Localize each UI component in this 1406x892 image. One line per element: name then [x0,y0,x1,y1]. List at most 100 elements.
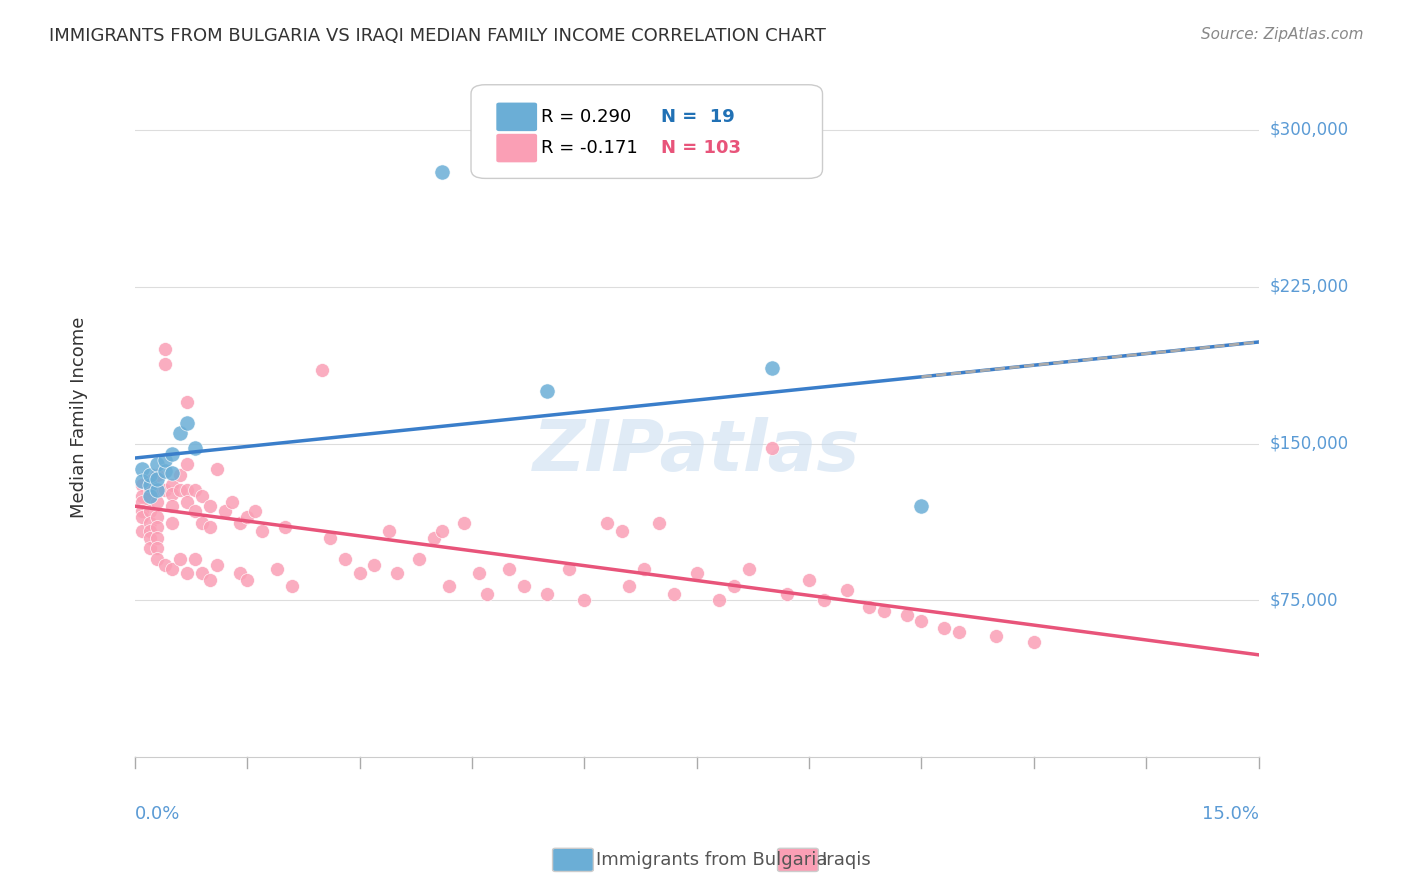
Text: 15.0%: 15.0% [1202,805,1258,823]
Point [169,467,191,482]
Point [146,483,169,497]
Point [385,566,408,581]
Text: $75,000: $75,000 [1270,591,1339,609]
Point [146,531,169,545]
Point [138,503,160,517]
Point [131,461,153,475]
Point [131,474,153,488]
Point [596,516,619,530]
Point [738,562,761,576]
Point [475,587,498,601]
Point [266,562,288,576]
Point [378,524,401,539]
Text: R = -0.171: R = -0.171 [541,139,638,157]
Point [138,467,160,482]
Point [910,615,932,629]
Point [408,551,430,566]
Point [813,593,835,607]
Point [205,558,228,572]
Point [574,593,596,607]
Point [138,474,160,488]
Point [797,573,820,587]
Point [228,566,250,581]
Point [536,587,558,601]
Point [198,500,221,514]
Point [439,579,461,593]
Point [138,489,160,503]
Point [160,500,183,514]
Point [138,524,160,539]
Point [896,608,918,623]
Point [183,483,205,497]
Point [513,579,536,593]
Point [236,573,259,587]
Point [146,495,169,509]
Point [146,520,169,534]
Point [333,551,356,566]
Point [153,343,176,357]
Point [873,604,896,618]
Point [430,524,453,539]
Point [243,503,266,517]
Point [146,483,169,497]
Point [138,531,160,545]
Point [146,541,169,556]
Point [775,587,797,601]
Point [468,566,491,581]
Point [131,503,153,517]
Text: ZIPatlas: ZIPatlas [533,417,860,486]
Point [723,579,745,593]
Point [349,566,371,581]
Point [153,464,176,478]
Point [131,524,153,539]
Point [228,516,250,530]
Point [160,562,183,576]
Point [281,579,304,593]
Point [318,531,340,545]
Point [835,582,858,597]
Point [153,357,176,371]
Text: Iraqis: Iraqis [821,851,870,869]
Point [761,361,783,376]
Point [146,467,169,482]
Point [198,520,221,534]
Point [536,384,558,399]
Point [176,495,198,509]
Text: Immigrants from Bulgaria: Immigrants from Bulgaria [596,851,828,869]
Text: Median Family Income: Median Family Income [69,317,87,518]
Point [153,558,176,572]
Point [138,483,160,497]
Text: Source: ZipAtlas.com: Source: ZipAtlas.com [1201,27,1364,42]
Point [709,593,731,607]
Point [910,500,932,514]
Point [160,516,183,530]
Point [664,587,686,601]
Point [169,483,191,497]
Point [214,503,236,517]
Point [363,558,385,572]
Point [131,478,153,492]
Point [169,551,191,566]
Point [146,509,169,524]
Point [273,520,295,534]
Point [191,489,214,503]
Point [138,541,160,556]
Point [176,416,198,430]
Text: $225,000: $225,000 [1270,277,1350,295]
Text: IMMIGRANTS FROM BULGARIA VS IRAQI MEDIAN FAMILY INCOME CORRELATION CHART: IMMIGRANTS FROM BULGARIA VS IRAQI MEDIAN… [49,27,827,45]
Point [221,495,243,509]
Point [858,599,880,614]
Point [146,472,169,486]
Point [205,461,228,475]
Point [761,441,783,455]
Point [648,516,671,530]
Point [176,458,198,472]
Point [498,562,520,576]
Point [160,466,183,480]
Point [558,562,581,576]
Point [183,551,205,566]
Point [686,566,709,581]
Point [948,624,970,639]
Point [160,478,183,492]
Point [153,483,176,497]
